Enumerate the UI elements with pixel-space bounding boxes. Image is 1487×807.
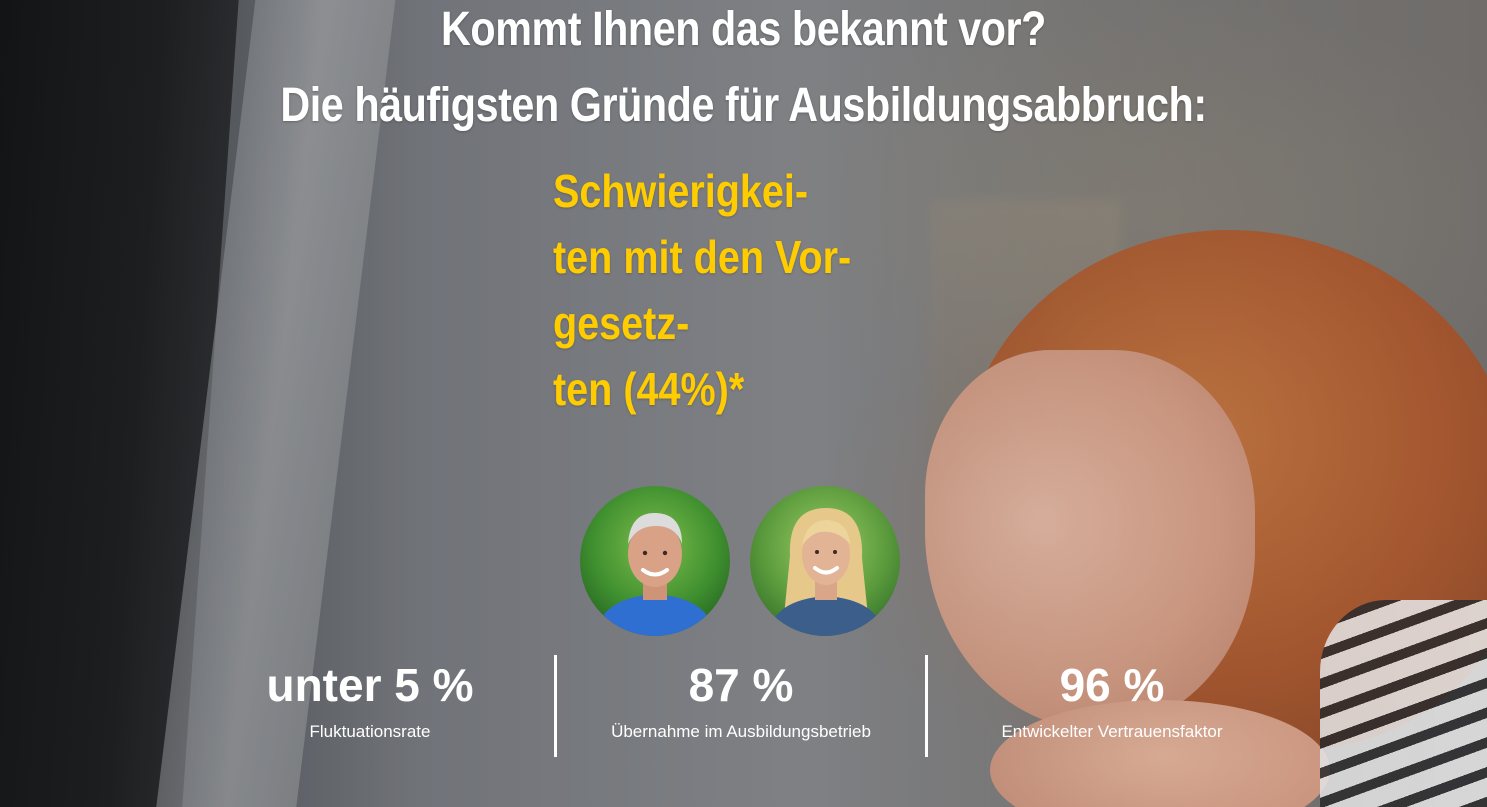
stat-value: 96 % [1059, 659, 1165, 711]
avatar-group [580, 486, 900, 636]
stat-label: Fluktuationsrate [309, 722, 431, 741]
top-reason-text: Schwierigkei- ten mit den Vor- gesetz- t… [553, 165, 852, 415]
stats-row: unter 5 % Fluktuationsrate 87 % Übernahm… [186, 655, 1296, 757]
background-woman-hand [990, 700, 1330, 807]
stat-value: 87 % [688, 659, 794, 711]
background-woman-shirt [1320, 600, 1487, 807]
headline-line-1: Kommt Ihnen das bekannt vor? [441, 3, 1046, 56]
stat-value: unter 5 % [266, 659, 474, 711]
stat-label: Entwickelter Vertrauensfaktor [1001, 722, 1223, 741]
avatar-woman [750, 486, 900, 636]
stat-fluctuation: unter 5 % Fluktuationsrate [186, 655, 554, 757]
avatar-man [580, 486, 730, 636]
background-woman-face [925, 350, 1255, 730]
stat-takeover: 87 % Übernahme im Ausbildungsbetrieb [554, 655, 925, 757]
woman-portrait-icon [750, 486, 900, 636]
man-portrait-icon [580, 486, 730, 636]
headline-line-2: Die häufigsten Gründe für Ausbildungsabb… [280, 79, 1207, 132]
stat-trust: 96 % Entwickelter Vertrauensfaktor [925, 655, 1296, 757]
stat-label: Übernahme im Ausbildungsbetrieb [611, 722, 871, 741]
